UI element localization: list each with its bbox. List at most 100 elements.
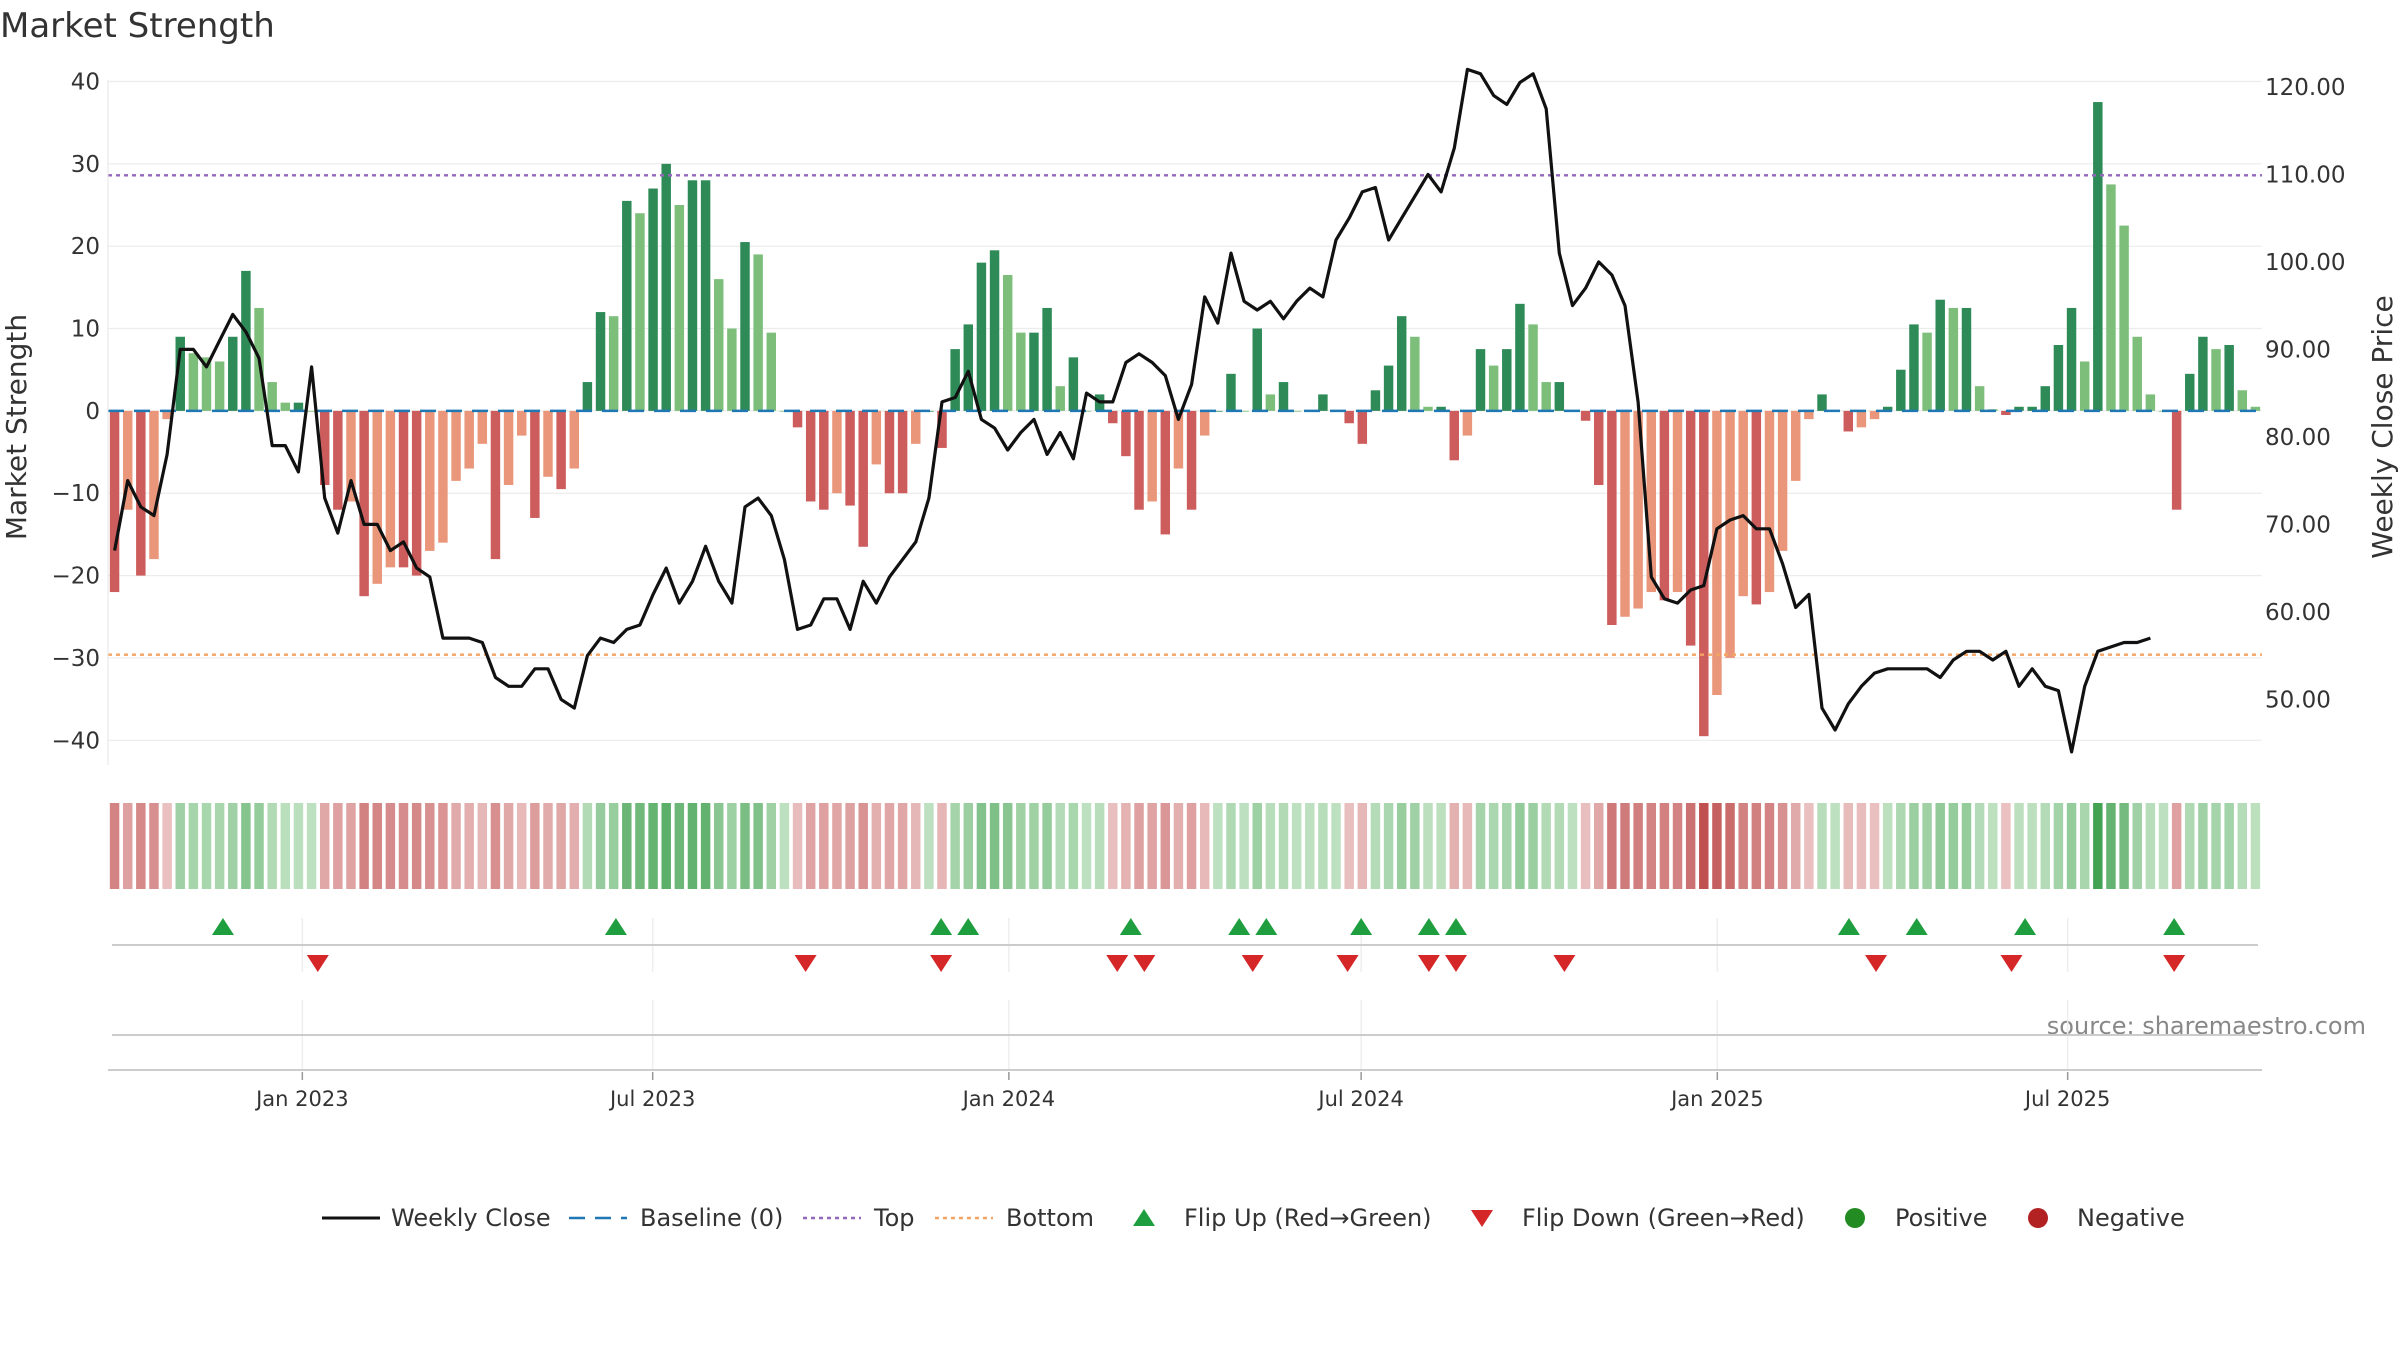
strength-bar — [438, 410, 448, 543]
heat-cell — [1410, 803, 1420, 889]
heat-cell — [1974, 803, 1985, 889]
reference-lines — [108, 174, 2262, 656]
strength-bar — [937, 410, 947, 448]
heat-cell — [1830, 803, 1840, 889]
heat-cell — [1791, 803, 1801, 889]
strength-bar — [2040, 386, 2051, 411]
strength-bar — [490, 410, 501, 560]
flip-up-marker — [1228, 918, 1251, 935]
heat-cell — [648, 803, 658, 889]
heat-cell — [635, 803, 645, 889]
strength-bar — [556, 410, 566, 490]
strength-bar — [832, 410, 842, 494]
legend: Weekly Close Baseline (0) Top Bottom Flip Up… — [322, 1204, 2185, 1232]
strength-bar — [1843, 410, 1854, 432]
weekly-close-line — [113, 67, 2151, 754]
heat-cell — [740, 803, 750, 889]
heat-cell — [1777, 803, 1788, 889]
heat-cell — [2250, 803, 2261, 889]
strength-bar — [1239, 410, 1249, 412]
left-tick-label: 40 — [71, 69, 100, 95]
strength-bar — [740, 242, 750, 411]
strength-bar — [2132, 336, 2142, 411]
heat-cell — [516, 803, 527, 889]
flip-down-marker — [2000, 955, 2023, 972]
legend-flip-up-icon — [1133, 1209, 1155, 1226]
heat-cell — [411, 803, 422, 889]
strength-bar — [1712, 410, 1722, 695]
heat-cell — [766, 803, 777, 889]
date-tick-label: Jul 2023 — [608, 1087, 695, 1111]
left-axis-title: Market Strength — [0, 314, 33, 540]
heat-cell — [2132, 803, 2142, 889]
heat-cell — [2106, 803, 2116, 889]
strength-bar — [792, 410, 803, 428]
strength-bar — [1173, 410, 1184, 469]
heat-cell — [136, 803, 146, 889]
heat-cell — [1607, 803, 1617, 889]
strength-bar — [543, 410, 553, 477]
strength-bar — [1502, 349, 1512, 411]
strength-bar — [1291, 410, 1302, 412]
flip-down-marker — [1106, 955, 1129, 972]
heat-cell — [2171, 803, 2182, 889]
heat-cell — [1988, 803, 1998, 889]
flip-up-marker — [1417, 918, 1440, 935]
heat-cell — [188, 803, 199, 889]
heat-cell — [1856, 803, 1867, 889]
heat-cell — [1685, 803, 1696, 889]
strength-bar — [1199, 410, 1210, 436]
heat-cell — [2198, 803, 2208, 889]
right-tick-label: 110.00 — [2265, 162, 2345, 188]
heat-cell — [1515, 803, 1525, 889]
date-axis: Jan 2023 Jul 2023 Jan 2024 Jul 2024 Jan 2025… — [254, 1072, 2110, 1111]
left-tick-label: 30 — [71, 152, 100, 178]
legend-label: Top — [873, 1204, 915, 1232]
strength-bar — [1410, 336, 1420, 411]
strength-bar — [911, 410, 921, 444]
strength-bar — [1396, 316, 1407, 411]
strength-bar — [569, 410, 579, 469]
strength-bar — [425, 410, 435, 551]
heat-cell — [582, 803, 593, 889]
heat-cell — [727, 803, 737, 889]
heat-cell — [1909, 803, 1919, 889]
strength-bar — [1278, 382, 1289, 411]
heat-cell — [1160, 803, 1171, 889]
right-tick-label: 90.00 — [2265, 337, 2331, 363]
heat-cell — [1252, 803, 1262, 889]
heat-cell — [832, 803, 842, 889]
heat-cell — [2158, 803, 2169, 889]
heat-cell — [1541, 803, 1551, 889]
right-tick-label: 80.00 — [2265, 425, 2331, 451]
heat-cell — [201, 803, 212, 889]
heat-cell — [819, 803, 829, 889]
flip-up-marker — [1444, 918, 1467, 935]
heat-cell — [1147, 803, 1157, 889]
right-axis-title: Weekly Close Price — [2366, 295, 2399, 558]
heat-cell — [845, 803, 855, 889]
strength-bar — [385, 410, 396, 568]
date-tick-label: Jul 2025 — [2023, 1087, 2110, 1111]
heat-cell — [976, 803, 987, 889]
strength-bar — [989, 250, 1000, 411]
strength-bar — [871, 410, 882, 465]
heat-cell — [2119, 803, 2129, 889]
heat-cell — [1186, 803, 1197, 889]
strength-bar — [1252, 328, 1262, 411]
heat-cell — [2093, 803, 2103, 889]
right-tick-label: 70.00 — [2265, 512, 2331, 538]
heat-cell — [1016, 803, 1026, 889]
flip-up-marker — [604, 918, 627, 935]
strength-bar — [2053, 345, 2064, 411]
strength-bar — [753, 254, 763, 411]
heat-cell — [1265, 803, 1276, 889]
heat-cell — [267, 803, 277, 889]
right-tick-label: 50.00 — [2265, 687, 2331, 713]
strength-bar — [687, 180, 698, 411]
legend-flip-down-icon — [1471, 1210, 1493, 1227]
strength-bar — [1068, 357, 1079, 411]
strength-bar — [819, 410, 829, 510]
status-panel: source: sharemaestro.com — [108, 1000, 2366, 1071]
strength-bar — [241, 270, 251, 411]
